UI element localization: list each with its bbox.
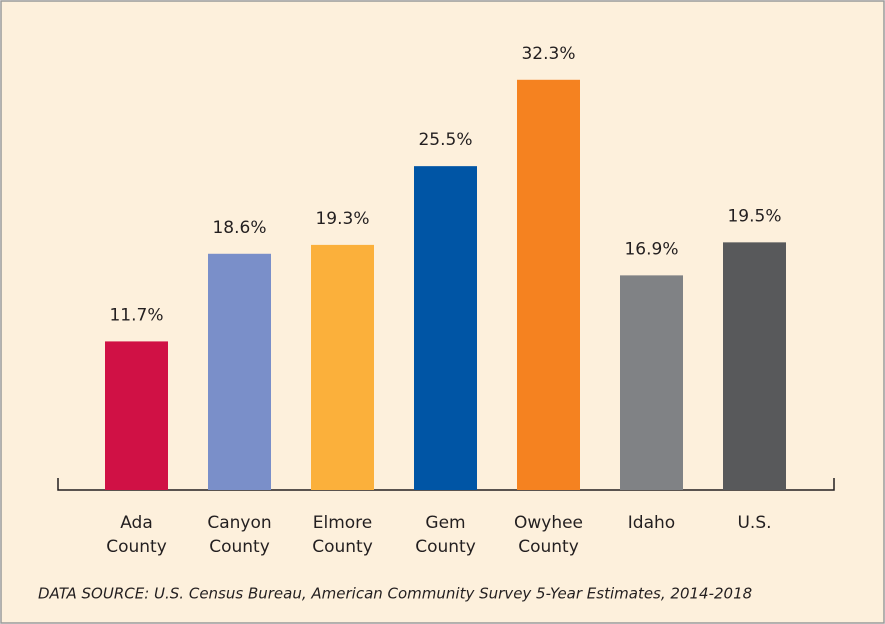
value-label: 18.6% — [212, 218, 266, 238]
x-tick-label: U.S. — [737, 513, 771, 533]
value-label: 19.3% — [315, 209, 369, 229]
value-label: 32.3% — [521, 44, 575, 64]
x-tick-label: Ada County — [106, 513, 167, 557]
value-label: 11.7% — [109, 305, 163, 325]
x-tick-label: Owyhee County — [514, 513, 583, 557]
bar — [311, 244, 374, 490]
x-tick-label: Idaho — [628, 513, 675, 533]
bar — [517, 79, 580, 490]
value-label: 25.5% — [418, 130, 472, 150]
bar — [208, 253, 271, 490]
x-tick-label: Elmore County — [312, 513, 373, 557]
x-tick-label: Gem County — [415, 513, 476, 557]
bar — [620, 275, 683, 490]
bar — [414, 166, 477, 490]
bar — [723, 242, 786, 490]
source-note: DATA SOURCE: U.S. Census Bureau, America… — [38, 585, 752, 603]
value-label: 19.5% — [727, 206, 781, 226]
value-label: 16.9% — [624, 239, 678, 259]
bar — [105, 341, 168, 490]
x-tick-label: Canyon County — [207, 513, 271, 557]
